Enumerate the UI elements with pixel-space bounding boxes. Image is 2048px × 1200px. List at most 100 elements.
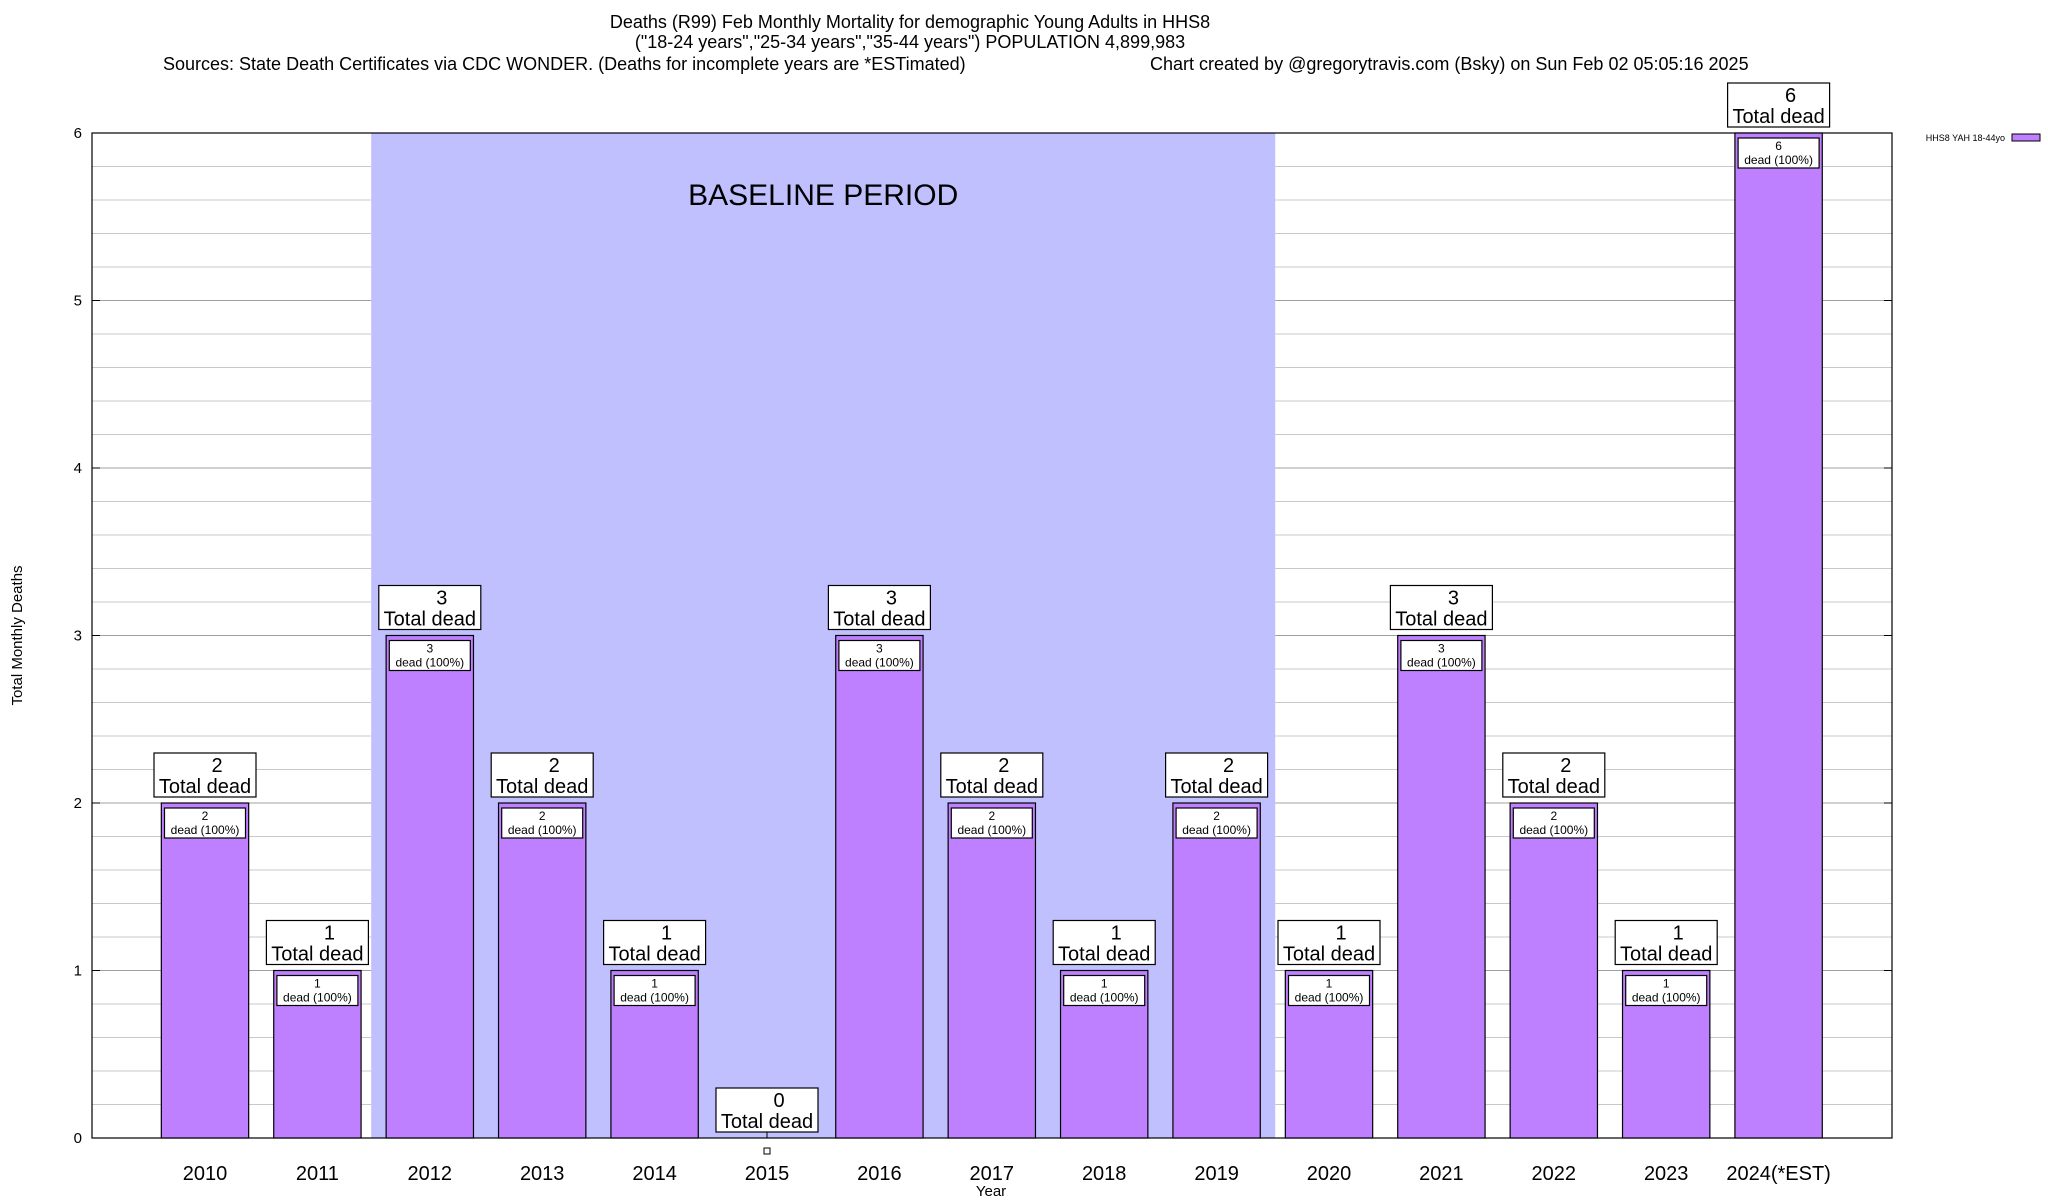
bar-inner-label-box xyxy=(1512,807,1595,839)
bar-top-label-box xyxy=(153,752,257,798)
bar-top-total-label: Total dead xyxy=(1058,944,1150,966)
bar-top-value-label: 1 xyxy=(1111,923,1122,945)
bar-top-total-label: Total dead xyxy=(1395,609,1487,631)
bar-inner-percent-label: dead (100%) xyxy=(1070,991,1139,1005)
y-tick-label: 5 xyxy=(74,293,82,310)
bar-inner-label-box xyxy=(950,807,1033,839)
bar-inner-percent-label: dead (100%) xyxy=(508,823,577,837)
y-tick-label: 4 xyxy=(74,460,82,477)
chart-credit: Chart created by @gregorytravis.com (Bsk… xyxy=(1150,54,1749,74)
bar-inner-value-label: 6 xyxy=(1775,139,1782,153)
bar-inner-percent-label: dead (100%) xyxy=(1407,656,1476,670)
bar-inner-value-label: 1 xyxy=(314,977,321,991)
bar xyxy=(1172,802,1261,1139)
y-tick-label: 1 xyxy=(74,963,82,980)
bar-top-total-label: Total dead xyxy=(721,1111,813,1133)
bar-top-label-box xyxy=(1277,919,1381,966)
x-tick-label: 2019 xyxy=(1194,1163,1239,1185)
bar-inner-value-label: 1 xyxy=(651,977,658,991)
bar-top-value-label: 2 xyxy=(1560,755,1571,777)
x-tick-label: 2014 xyxy=(632,1163,677,1185)
bar-top-total-label: Total dead xyxy=(946,776,1038,798)
bar-top-label-box xyxy=(1052,919,1156,966)
bar-inner-label-box xyxy=(1287,974,1371,1007)
x-tick-label: 2024(*EST) xyxy=(1726,1163,1831,1185)
bar-inner-value-label: 2 xyxy=(988,809,995,823)
bar-inner-percent-label: dead (100%) xyxy=(845,656,914,670)
y-tick-label: 6 xyxy=(74,125,82,142)
bar-inner-percent-label: dead (100%) xyxy=(957,823,1026,837)
bar-inner-value-label: 3 xyxy=(1438,642,1445,656)
bar-inner-percent-label: dead (100%) xyxy=(1744,153,1813,167)
bar-top-total-label: Total dead xyxy=(496,776,588,798)
bar xyxy=(497,802,587,1139)
y-tick-label: 2 xyxy=(74,795,82,812)
bar-top-total-label: Total dead xyxy=(384,609,476,631)
bar-top-value-label: 2 xyxy=(211,755,222,777)
bar-top-label-box xyxy=(1726,82,1831,128)
bar-inner-percent-label: dead (100%) xyxy=(1295,991,1364,1005)
x-tick-label: 2017 xyxy=(970,1163,1015,1185)
x-tick-label: 2016 xyxy=(857,1163,902,1185)
bar-top-value-label: 1 xyxy=(324,923,335,945)
bar-top-total-label: Total dead xyxy=(1508,776,1600,798)
bar-inner-percent-label: dead (100%) xyxy=(283,991,352,1005)
bar-top-label-box xyxy=(1502,752,1606,798)
bar-top-total-label: Total dead xyxy=(159,776,251,798)
bar-top-value-label: 1 xyxy=(1673,923,1684,945)
x-tick-label: 2021 xyxy=(1419,1163,1464,1185)
bar-top-label-box xyxy=(940,752,1044,798)
bar-top-total-label: Total dead xyxy=(1620,944,1712,966)
x-axis-label: Year xyxy=(976,1183,1006,1200)
bar-top-total-label: Total dead xyxy=(1170,776,1262,798)
bar-inner-label-box xyxy=(1625,974,1708,1007)
bar-inner-percent-label: dead (100%) xyxy=(1632,991,1701,1005)
x-tick-label: 2020 xyxy=(1307,1163,1352,1185)
bar-top-total-label: Total dead xyxy=(608,944,700,966)
bar-inner-label-box xyxy=(1400,639,1483,672)
bar-top-total-label: Total dead xyxy=(833,609,925,631)
x-tick-label: 2013 xyxy=(520,1163,565,1185)
x-tick-label: 2023 xyxy=(1644,1163,1689,1185)
bar-top-value-label: 0 xyxy=(773,1090,784,1112)
bar-inner-label-box xyxy=(501,807,584,839)
bar-inner-label-box xyxy=(163,807,247,839)
x-tick-label: 2012 xyxy=(408,1163,453,1185)
bar-inner-label-box xyxy=(613,974,696,1007)
bar-inner-value-label: 1 xyxy=(1663,977,1670,991)
bar-inner-label-box xyxy=(838,639,921,672)
bar-zero-marker xyxy=(763,1147,771,1155)
bar-top-label-box xyxy=(1389,584,1494,631)
bar-inner-value-label: 3 xyxy=(876,642,883,656)
bar-top-label-box xyxy=(715,1087,819,1133)
bar-top-value-label: 3 xyxy=(436,588,447,610)
bar-inner-value-label: 2 xyxy=(539,809,546,823)
chart-title-line1: Deaths (R99) Feb Monthly Mortality for d… xyxy=(609,12,1211,32)
bar-top-value-label: 1 xyxy=(1335,923,1346,945)
bar-inner-label-box xyxy=(276,974,359,1007)
y-tick-label: 0 xyxy=(74,1130,82,1147)
bar-top-label-box xyxy=(827,584,932,631)
x-tick-label: 2022 xyxy=(1532,1163,1577,1185)
bar xyxy=(160,802,250,1139)
chart-title: Deaths (R99) Feb Monthly Mortality for d… xyxy=(0,12,1820,52)
bar-top-value-label: 3 xyxy=(886,588,897,610)
bar-top-total-label: Total dead xyxy=(271,944,363,966)
bar-inner-label-box xyxy=(1737,137,1820,169)
bar-top-total-label: Total dead xyxy=(1283,944,1375,966)
bar-inner-value-label: 1 xyxy=(1101,977,1108,991)
legend-swatch xyxy=(2011,133,2041,142)
chart-source-note: Sources: State Death Certificates via CD… xyxy=(163,54,966,74)
bar-top-value-label: 2 xyxy=(1223,755,1234,777)
bar xyxy=(947,802,1037,1139)
bar xyxy=(1397,634,1486,1139)
bar-inner-value-label: 3 xyxy=(426,642,433,656)
bar-inner-percent-label: dead (100%) xyxy=(620,991,689,1005)
bar xyxy=(1509,802,1599,1139)
bar-inner-label-box xyxy=(388,639,471,672)
bar-inner-percent-label: dead (100%) xyxy=(1182,823,1251,837)
bar-top-value-label: 2 xyxy=(549,755,560,777)
bar-inner-percent-label: dead (100%) xyxy=(171,823,240,837)
bar xyxy=(1734,132,1823,1139)
